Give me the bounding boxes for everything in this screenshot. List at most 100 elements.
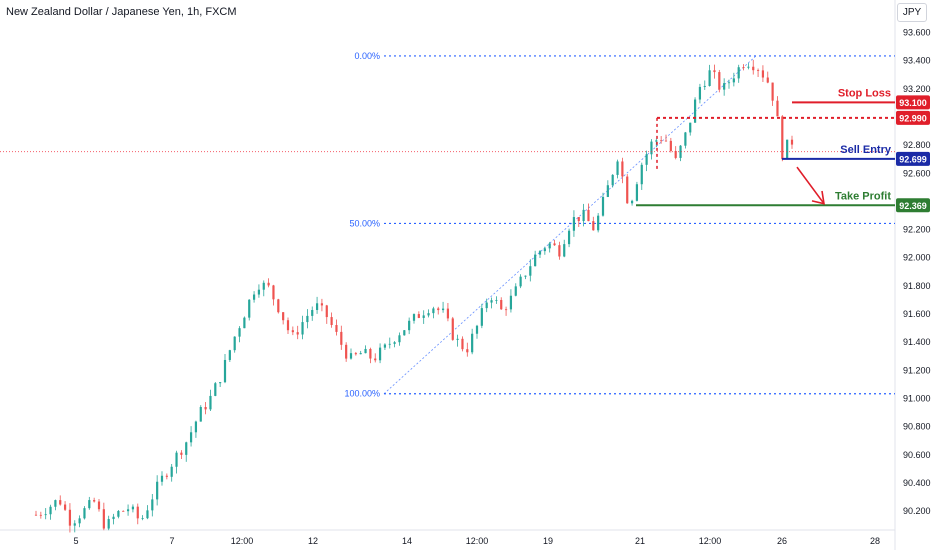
candle <box>63 501 67 512</box>
candle <box>693 97 697 123</box>
price-tick-label: 90.400 <box>903 478 931 488</box>
candle <box>495 296 498 304</box>
candle <box>606 180 609 198</box>
price-tick-label: 91.200 <box>903 365 931 375</box>
price-tick-label: 90.600 <box>903 450 931 460</box>
candle <box>485 298 488 313</box>
trade-level-name: Take Profit <box>835 190 891 202</box>
candle <box>165 473 168 480</box>
candle <box>466 342 469 357</box>
candle <box>117 510 120 519</box>
fib-level-label: 50.00% <box>349 218 380 228</box>
candle <box>417 311 420 319</box>
price-tag <box>896 198 930 213</box>
candle <box>548 241 551 253</box>
candle <box>194 420 198 438</box>
time-tick-label: 12 <box>308 536 318 546</box>
price-tag <box>896 151 930 166</box>
candle <box>199 405 202 422</box>
arrow-head-icon <box>811 190 825 205</box>
price-tick-label: 93.600 <box>903 28 931 38</box>
candle <box>374 353 377 363</box>
fib-level-label: 0.00% <box>354 51 380 61</box>
time-axis[interactable]: 5 7 12:00 12 14 12:00 19 21 12:00 26 28 <box>73 536 880 546</box>
price-tick-label: 92.000 <box>903 253 931 263</box>
candle <box>451 316 454 341</box>
candle <box>708 64 711 87</box>
candle <box>621 157 624 184</box>
candle <box>223 354 227 384</box>
candle <box>679 144 682 162</box>
candle <box>354 351 357 356</box>
candle <box>204 402 207 415</box>
candle <box>519 274 522 289</box>
candle <box>689 122 692 136</box>
trade-levels[interactable]: Stop Loss 93.100 92.990 Sell Entry 92.699 Tak… <box>0 87 930 213</box>
candle <box>320 298 324 312</box>
time-tick-label: 5 <box>73 536 78 546</box>
candle <box>83 506 86 520</box>
candle <box>54 499 57 511</box>
candle <box>582 203 585 227</box>
candle <box>786 139 789 160</box>
candle <box>369 347 372 364</box>
currency-button[interactable]: JPY <box>897 3 927 22</box>
candle <box>461 336 464 352</box>
price-tick-label: 92.600 <box>903 168 931 178</box>
candle <box>122 510 125 512</box>
candle <box>340 325 343 350</box>
candle <box>257 284 261 298</box>
candle <box>73 520 76 533</box>
candle <box>660 136 663 144</box>
candle <box>500 297 503 310</box>
candle <box>703 80 706 90</box>
candle <box>504 306 508 316</box>
price-tick-label: 90.200 <box>903 506 931 516</box>
candle <box>325 304 328 324</box>
price-axis[interactable]: 93.600 93.400 93.200 92.800 92.600 92.200 92.0… <box>903 28 931 517</box>
candle <box>97 499 101 512</box>
candle <box>601 192 605 217</box>
candle <box>44 508 47 520</box>
candle <box>577 217 580 227</box>
candle <box>330 312 333 328</box>
candle <box>126 504 130 516</box>
price-tag-label: 92.699 <box>899 154 927 164</box>
candle <box>383 343 387 351</box>
candle <box>742 64 745 71</box>
candle <box>543 246 546 255</box>
time-tick-label: 14 <box>402 536 412 546</box>
time-tick-label: 12:00 <box>699 536 722 546</box>
price-tick-label: 93.400 <box>903 56 931 66</box>
candle <box>422 310 425 324</box>
candle <box>78 515 81 528</box>
candle <box>790 135 794 149</box>
candle <box>209 389 212 411</box>
candle <box>267 278 270 288</box>
candle <box>684 131 687 149</box>
candle <box>364 345 367 354</box>
fibonacci-retracement[interactable]: 0.00% 50.00% 100.00% <box>344 51 895 399</box>
candle <box>68 503 72 533</box>
candle <box>732 72 735 87</box>
trade-level-name: Sell Entry <box>840 144 892 156</box>
candle <box>277 298 280 314</box>
candle <box>112 513 115 525</box>
candle <box>752 59 755 75</box>
candle <box>616 159 619 179</box>
candle <box>698 83 702 104</box>
candle <box>214 382 217 397</box>
candle <box>781 115 784 162</box>
candle <box>567 228 571 248</box>
price-tag <box>896 95 930 110</box>
candle <box>39 511 42 519</box>
candle <box>597 213 600 233</box>
candle <box>175 450 178 474</box>
candle <box>432 306 435 319</box>
price-tick-label: 92.800 <box>903 140 931 150</box>
candle <box>296 325 299 340</box>
price-tag-label: 92.990 <box>899 113 927 123</box>
candle <box>272 284 275 306</box>
candle <box>776 96 779 117</box>
